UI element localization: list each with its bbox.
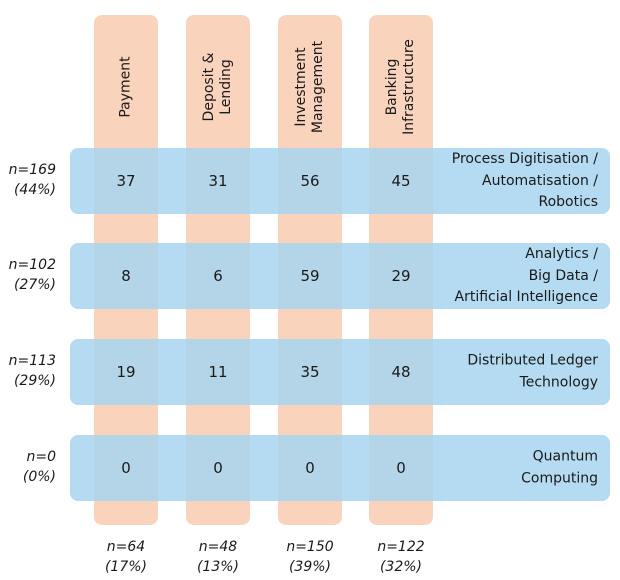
column-header: Investment Management — [278, 15, 342, 140]
cell-value: 45 — [391, 172, 411, 190]
cell-value: 31 — [208, 172, 228, 190]
cell-value: 0 — [396, 459, 406, 477]
cell-value: 59 — [300, 267, 320, 285]
column-count: n=64 — [106, 539, 146, 555]
row-band — [70, 148, 610, 214]
row-band — [70, 243, 610, 309]
cell-value: 0 — [121, 459, 131, 477]
column-label: Banking Infrastructure — [384, 39, 417, 135]
row-label: Process Digitisation / Automatisation / … — [451, 150, 598, 210]
column-count: n=150 — [286, 539, 334, 555]
cell-value: 11 — [208, 363, 228, 381]
row-percent: (29%) — [13, 373, 56, 389]
cell-value: 19 — [116, 363, 136, 381]
row-count: n=169 — [8, 162, 56, 178]
cell-value: 35 — [300, 363, 320, 381]
row-count: n=113 — [8, 353, 56, 369]
column-percent: (13%) — [196, 559, 240, 575]
row-count: n=102 — [8, 257, 56, 273]
cell-value: 29 — [391, 267, 411, 285]
row-label: Quantum Computing — [521, 448, 598, 487]
column-label: Investment Management — [293, 40, 326, 134]
cell-value: 56 — [300, 172, 320, 190]
cell-value: 37 — [116, 172, 136, 190]
column-label: Payment — [117, 56, 134, 118]
cell-value: 6 — [213, 267, 223, 285]
column-percent: (17%) — [104, 559, 148, 575]
row-label: Analytics / Big Data / Artificial Intell… — [454, 245, 599, 305]
row-label: Distributed Ledger Technology — [467, 352, 598, 391]
cell-value: 0 — [213, 459, 223, 477]
column-percent: (32%) — [379, 559, 423, 575]
column-label: Deposit & Lending — [201, 52, 234, 122]
cell-value: 0 — [305, 459, 315, 477]
row-percent: (44%) — [13, 182, 56, 198]
column-header: Banking Infrastructure — [369, 15, 433, 140]
row-count: n=0 — [26, 449, 56, 465]
column-count: n=122 — [377, 539, 425, 555]
column-percent: (39%) — [288, 559, 332, 575]
cell-value: 48 — [391, 363, 411, 381]
row-percent: (27%) — [13, 277, 56, 293]
column-header: Deposit & Lending — [186, 15, 250, 140]
row-percent: (0%) — [22, 469, 56, 485]
column-count: n=48 — [198, 539, 238, 555]
column-header: Payment — [94, 15, 158, 140]
row-band — [70, 435, 610, 501]
row-band — [70, 339, 610, 405]
cell-value: 8 — [121, 267, 131, 285]
